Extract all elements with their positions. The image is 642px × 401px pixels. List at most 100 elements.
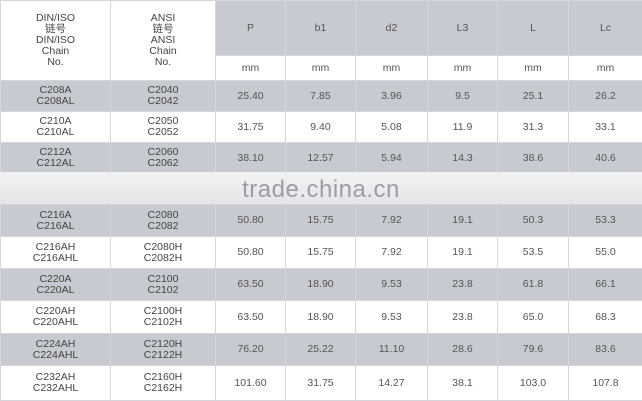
value-cell: 107.8 bbox=[569, 366, 642, 401]
value-cell: 15.75 bbox=[286, 205, 356, 237]
column-header: Lc bbox=[569, 1, 642, 56]
value-cell: 18.90 bbox=[286, 269, 356, 301]
cell-line: C2102 bbox=[148, 284, 179, 296]
value-cell: 103.0 bbox=[498, 366, 569, 401]
value-cell: 31.75 bbox=[286, 366, 356, 401]
column-header: L3 bbox=[428, 1, 498, 56]
unit-cell: mm bbox=[498, 56, 569, 81]
value-cell: 5.94 bbox=[356, 143, 428, 174]
cell-line: C232AHL bbox=[33, 382, 79, 394]
value-cell: 33.1 bbox=[569, 112, 642, 143]
unit-cell: mm bbox=[428, 56, 498, 81]
value-cell: 18.90 bbox=[286, 301, 356, 334]
value-cell: 38.1 bbox=[428, 366, 498, 401]
cell-line: C2162H bbox=[144, 382, 183, 394]
cell-line: C2082H bbox=[144, 252, 183, 264]
value-cell: 61.8 bbox=[498, 269, 569, 301]
cell-line: C224AHL bbox=[33, 349, 79, 361]
cell-line: C220AL bbox=[37, 284, 75, 296]
value-cell: 38.6 bbox=[498, 143, 569, 174]
value-cell: 53.3 bbox=[569, 205, 642, 237]
value-cell: 26.2 bbox=[569, 81, 642, 112]
value-cell: 14.27 bbox=[356, 366, 428, 401]
value-cell: 9.40 bbox=[286, 112, 356, 143]
value-cell: 83.6 bbox=[569, 334, 642, 366]
value-cell: 14.3 bbox=[428, 143, 498, 174]
value-cell: 7.92 bbox=[356, 237, 428, 269]
value-cell: 23.8 bbox=[428, 269, 498, 301]
column-header: L bbox=[498, 1, 569, 56]
cell-line: C2052 bbox=[148, 126, 179, 138]
unit-cell: mm bbox=[286, 56, 356, 81]
cell-line: C2102H bbox=[144, 316, 183, 328]
value-cell: 50.80 bbox=[216, 205, 286, 237]
value-cell: 50.80 bbox=[216, 237, 286, 269]
column-header: b1 bbox=[286, 1, 356, 56]
value-cell: 68.3 bbox=[569, 301, 642, 334]
cell-line: C2042 bbox=[148, 95, 179, 107]
cell-line: C216AHL bbox=[33, 252, 79, 264]
value-cell: 25.22 bbox=[286, 334, 356, 366]
cell-line: No. bbox=[155, 56, 171, 68]
watermark: trade.china.cn bbox=[0, 176, 642, 204]
value-cell: 19.1 bbox=[428, 205, 498, 237]
unit-cell: mm bbox=[356, 56, 428, 81]
cell-line: C2062 bbox=[148, 157, 179, 169]
cell-line: C216AL bbox=[37, 220, 75, 232]
unit-cell: mm bbox=[569, 56, 642, 81]
value-cell: 38.10 bbox=[216, 143, 286, 174]
value-cell: 31.75 bbox=[216, 112, 286, 143]
column-header: d2 bbox=[356, 1, 428, 56]
value-cell: 31.3 bbox=[498, 112, 569, 143]
value-cell: 5.08 bbox=[356, 112, 428, 143]
value-cell: 15.75 bbox=[286, 237, 356, 269]
value-cell: 11.10 bbox=[356, 334, 428, 366]
value-cell: 63.50 bbox=[216, 301, 286, 334]
value-cell: 25.40 bbox=[216, 81, 286, 112]
unit-cell: mm bbox=[216, 56, 286, 81]
value-cell: 9.53 bbox=[356, 301, 428, 334]
value-cell: 9.53 bbox=[356, 269, 428, 301]
value-cell: 7.85 bbox=[286, 81, 356, 112]
value-cell: 3.96 bbox=[356, 81, 428, 112]
cell-line: C2082 bbox=[148, 220, 179, 232]
column-header: P bbox=[216, 1, 286, 56]
value-cell: 50.3 bbox=[498, 205, 569, 237]
cell-line: C208AL bbox=[37, 95, 75, 107]
value-cell: 25.1 bbox=[498, 81, 569, 112]
value-cell: 11.9 bbox=[428, 112, 498, 143]
value-cell: 40.6 bbox=[569, 143, 642, 174]
cell-line: C212AL bbox=[37, 157, 75, 169]
value-cell: 7.92 bbox=[356, 205, 428, 237]
cell-line: C220AHL bbox=[33, 316, 79, 328]
cell-line: C2122H bbox=[144, 349, 183, 361]
cell-line: No. bbox=[47, 56, 63, 68]
value-cell: 23.8 bbox=[428, 301, 498, 334]
value-cell: 19.1 bbox=[428, 237, 498, 269]
